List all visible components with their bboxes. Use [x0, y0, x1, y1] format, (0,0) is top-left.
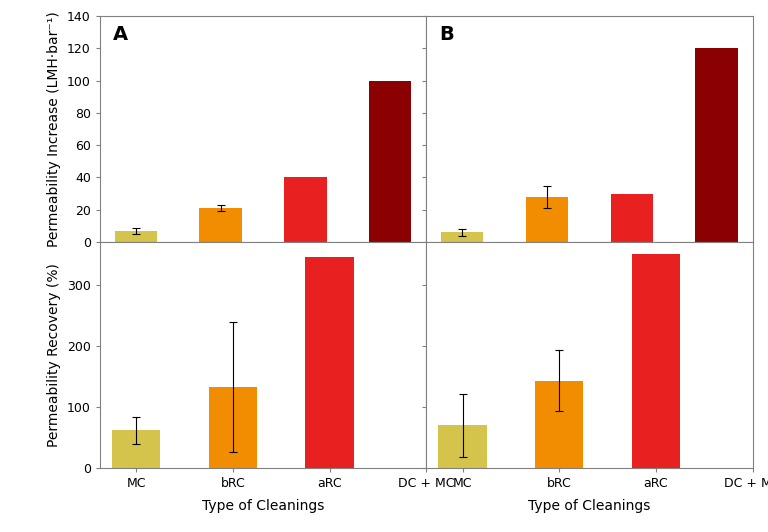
Y-axis label: Permeability Increase (LMH·bar⁻¹): Permeability Increase (LMH·bar⁻¹) — [48, 11, 61, 247]
Bar — [611, 194, 653, 242]
Y-axis label: Permeability Recovery (%): Permeability Recovery (%) — [48, 263, 61, 447]
Text: B: B — [439, 25, 454, 44]
Bar — [114, 231, 157, 242]
Bar — [695, 48, 738, 242]
Bar — [200, 208, 242, 242]
X-axis label: Type of Cleanings: Type of Cleanings — [528, 498, 650, 512]
Bar — [306, 257, 354, 468]
Bar — [112, 430, 161, 468]
Bar — [439, 426, 487, 468]
Text: A: A — [113, 25, 128, 44]
X-axis label: Type of Cleanings: Type of Cleanings — [202, 498, 324, 512]
Bar — [369, 80, 412, 242]
Bar — [441, 232, 484, 242]
Bar — [526, 197, 568, 242]
Bar — [632, 254, 680, 468]
Bar — [535, 381, 584, 468]
Bar — [284, 178, 326, 242]
Bar — [209, 387, 257, 468]
